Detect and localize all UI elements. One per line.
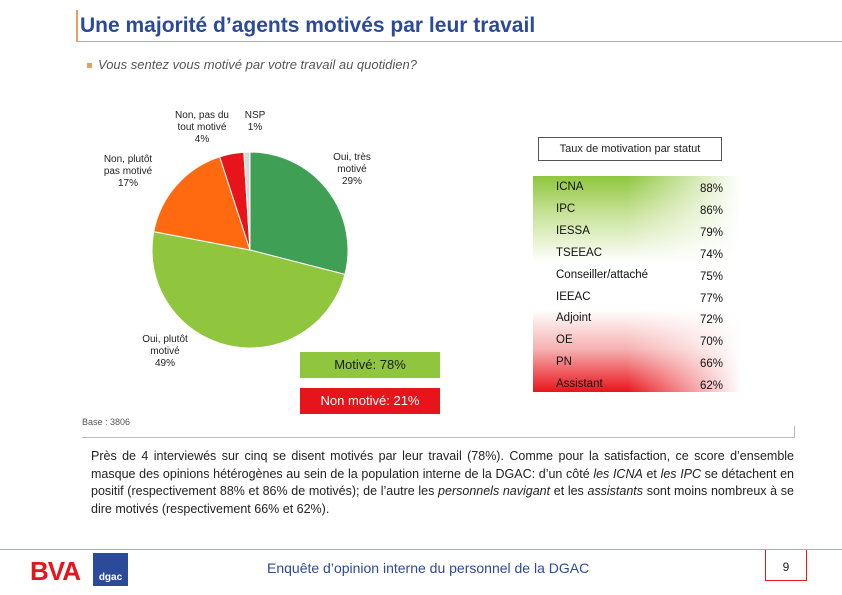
page-number: 9 xyxy=(765,550,807,581)
status-value: 72% xyxy=(700,314,724,327)
footer-text: Enquête d’opinion interne du personnel d… xyxy=(267,560,590,576)
status-value: 86% xyxy=(700,204,724,217)
pie-label-2: Oui, plutôt motivé 49% xyxy=(142,334,188,369)
pie-label-1: Oui, très motivé 29% xyxy=(333,152,371,187)
pie-slice-5 xyxy=(243,151,251,251)
pie-slice-2 xyxy=(151,231,346,349)
base-note: Base : 3806 xyxy=(82,417,131,427)
status-name: Adjoint xyxy=(556,312,592,325)
status-name: IPC xyxy=(556,202,576,215)
page-title: Une majorité d’agents motivés par leur t… xyxy=(80,14,536,37)
status-name: TSEEAC xyxy=(556,246,603,259)
status-value: 88% xyxy=(700,183,724,195)
dgac-logo-text: dgac xyxy=(98,572,123,583)
status-value: 74% xyxy=(700,248,724,261)
status-gradient-bar xyxy=(533,176,741,392)
comment-text: et les xyxy=(550,484,588,498)
bullet-icon xyxy=(87,63,92,69)
status-name: IESSA xyxy=(556,224,590,237)
pie-label-4: Non, pas du tout motivé 4% xyxy=(175,110,229,145)
comment-paragraph: Près de 4 interviewés sur cinq se disent… xyxy=(91,448,794,518)
comment-text: Près de 4 interviewés sur cinq se disent… xyxy=(91,449,794,481)
status-value: 79% xyxy=(700,226,724,239)
pie-slice-3 xyxy=(153,156,251,251)
status-name: ICNA xyxy=(556,181,584,193)
status-value: 70% xyxy=(700,336,724,349)
comment-emphasis: les ICNA xyxy=(593,466,643,481)
status-name: Conseiller/attaché xyxy=(556,268,649,281)
survey-question: Vous sentez vous motivé par votre travai… xyxy=(87,57,417,72)
title-underline xyxy=(76,41,842,42)
status-name: IEEAC xyxy=(556,290,591,303)
status-name: Assistant xyxy=(556,378,603,391)
dgac-logo: dgac xyxy=(93,553,128,586)
motivated-summary: Motivé: 78% xyxy=(300,352,440,378)
status-name: OE xyxy=(556,334,573,347)
title-accent-bar xyxy=(76,10,78,42)
comment-emphasis: personnels navigant xyxy=(438,484,551,498)
pie-slice-1 xyxy=(249,151,349,275)
comment-rule-tick xyxy=(794,426,795,438)
bva-logo: BVA xyxy=(30,556,81,586)
comment-text: et xyxy=(642,466,661,481)
comment-rule xyxy=(82,437,795,438)
comment-text: se détachent en positif (respectivement … xyxy=(91,466,794,499)
comment-emphasis: les IPC xyxy=(660,466,702,481)
status-value: 66% xyxy=(700,358,724,371)
status-value: 62% xyxy=(700,380,724,393)
pie-labels: Oui, très motivé 29% Oui, plutôt motivé 49% No… xyxy=(104,110,371,369)
status-name: PN xyxy=(556,356,572,369)
status-value: 77% xyxy=(700,292,724,305)
pie-label-3: Non, plutôt pas motivé 17% xyxy=(104,154,153,189)
survey-question-text: Vous sentez vous motivé par votre travai… xyxy=(98,57,417,72)
comment-text: sont moins nombreux à se dire motivés (r… xyxy=(91,484,794,516)
not-motivated-summary: Non motivé: 21% xyxy=(300,388,440,414)
pie-label-5: NSP 1% xyxy=(245,110,266,133)
comment-emphasis: assistants xyxy=(587,484,644,498)
status-table-title: Taux de motivation par statut xyxy=(538,137,722,161)
footer-rule xyxy=(0,549,842,550)
pie-slices xyxy=(151,151,349,349)
status-value: 75% xyxy=(700,270,724,283)
